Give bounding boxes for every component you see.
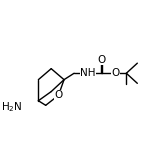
- Text: NH: NH: [80, 68, 96, 78]
- Text: O: O: [97, 55, 106, 64]
- Text: O: O: [111, 68, 119, 78]
- Text: H$_2$N: H$_2$N: [1, 100, 23, 114]
- Text: O: O: [54, 90, 63, 100]
